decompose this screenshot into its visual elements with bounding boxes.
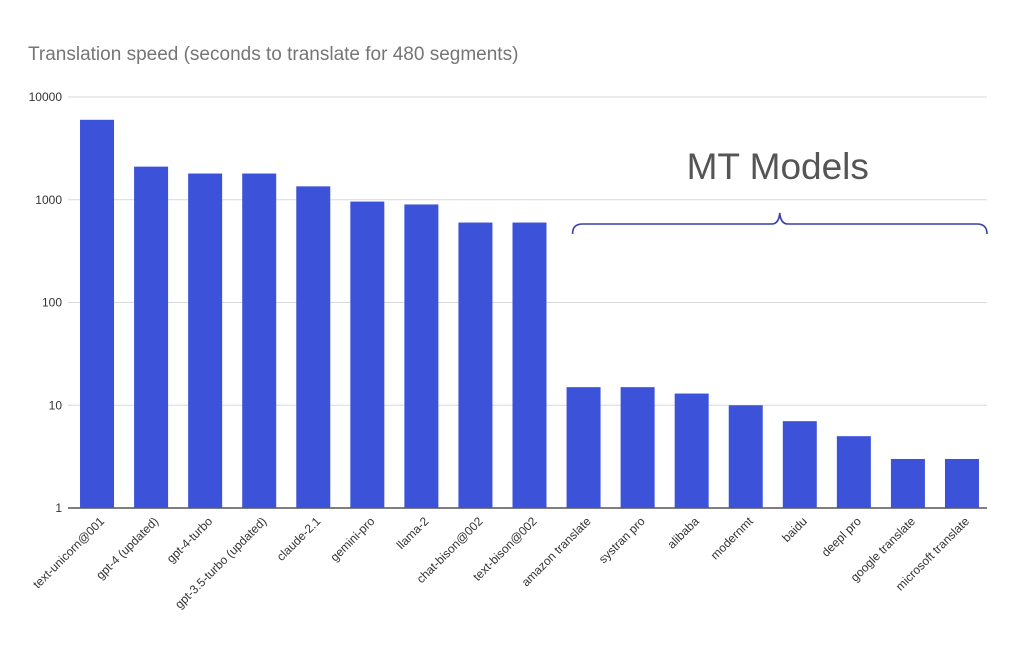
bar [674,393,709,508]
bar [512,222,547,508]
bar [296,186,331,508]
annotation-label: MT Models [687,146,869,187]
x-tick-label: gemini-pro [327,514,377,564]
bar [134,166,169,508]
bar [404,204,439,508]
x-tick-label: text-unicorn@001 [30,514,107,591]
bar [566,387,601,508]
bar [458,222,493,508]
x-tick-label: claude-2.1 [274,514,324,564]
bar [728,405,763,508]
y-tick-label: 1 [55,501,62,515]
y-tick-label: 10 [49,398,63,412]
y-tick-label: 10000 [29,90,63,104]
y-tick-label: 100 [42,296,62,310]
y-tick-label: 1000 [35,193,62,207]
chart-title: Translation speed (seconds to translate … [28,44,519,65]
bar [620,387,655,508]
bar [944,458,979,508]
bars [80,119,979,509]
x-tick-label: deepl pro [819,514,865,560]
bar [890,458,925,508]
x-tick-label: systran pro [596,514,648,566]
x-tick-label: gpt-4-turbo [164,514,216,566]
x-tick-label: gpt-3.5-turbo (updated) [172,514,269,611]
bracket-brace [571,212,988,235]
mt-models-annotation: MT Models [571,146,988,235]
bar [188,173,223,508]
bar [80,119,115,509]
x-tick-label: alibaba [665,514,702,551]
bar [350,201,385,508]
x-tick-label: llama-2 [394,514,432,552]
y-axis-ticks: 1 10 100 1000 10000 [29,90,63,515]
bar [242,173,277,508]
bar [836,436,871,508]
x-tick-label: modernmt [708,514,757,563]
bar [782,421,817,508]
x-tick-label: baidu [779,514,810,545]
